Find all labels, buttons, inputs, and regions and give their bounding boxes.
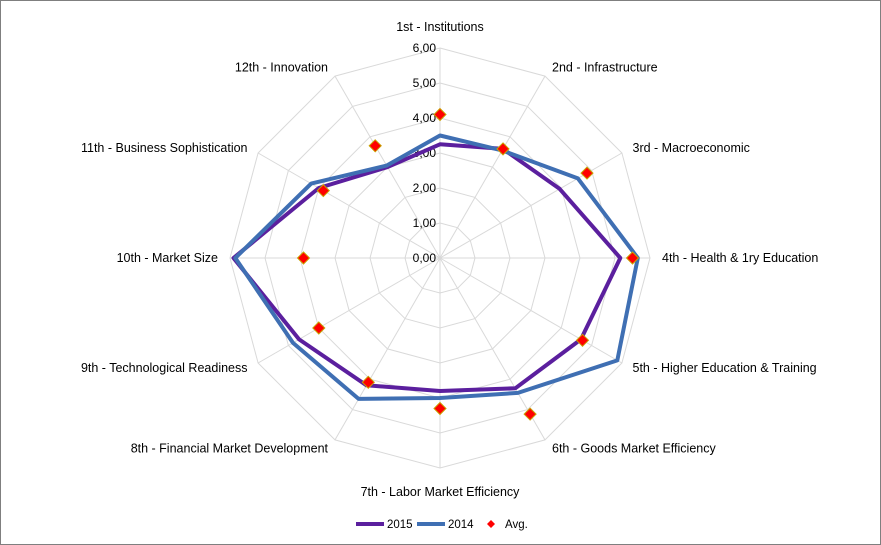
- series-avg-marker: [433, 107, 447, 122]
- series-avg-marker: [625, 251, 640, 265]
- axis-label: 12th - Innovation: [235, 61, 328, 75]
- tick-label: 5,00: [413, 76, 437, 90]
- legend: 2015 2014 Avg.: [356, 519, 528, 531]
- axis-label: 3rd - Macroeconomic: [633, 141, 750, 155]
- tick-label: 1,00: [413, 216, 437, 230]
- axis-label: 1st - Institutions: [396, 20, 484, 34]
- tick-label: 2,00: [413, 181, 437, 195]
- series-2014-line: [233, 133, 640, 401]
- axis-label: 8th - Financial Market Development: [131, 442, 329, 456]
- series-avg-marker: [316, 183, 331, 198]
- tick-label: 0,00: [413, 251, 437, 265]
- grid-spoke: [257, 257, 441, 364]
- series-avg-marker: [496, 142, 510, 156]
- series-avg-marker: [433, 401, 447, 416]
- series-avg-marker: [580, 166, 594, 180]
- series-avg-marker: [361, 375, 376, 390]
- legend-avg-label: Avg.: [505, 519, 528, 531]
- axis-label: 5th - Higher Education & Training: [633, 361, 817, 375]
- legend-avg-swatch: [487, 520, 495, 528]
- axis-label: 9th - Technological Readiness: [81, 361, 248, 375]
- axis-labels: 1st - Institutions 2nd - Infrastructure 3r…: [81, 20, 818, 499]
- series-2015-line: [231, 142, 623, 393]
- series-avg-marker: [368, 139, 382, 153]
- axis-label: 11th - Business Sophistication: [81, 141, 248, 155]
- series-avg-marker: [575, 333, 590, 348]
- series-group: [231, 107, 640, 421]
- tick-label: 4,00: [413, 111, 437, 125]
- axis-label: 10th - Market Size: [117, 251, 218, 265]
- series-avg-marker: [296, 251, 311, 265]
- series-avg-marker: [523, 407, 537, 421]
- grid-spoke: [257, 152, 441, 259]
- grid-spoke: [439, 257, 546, 441]
- grid-spoke: [439, 75, 546, 259]
- grid-spoke: [334, 257, 441, 441]
- axis-label: 4th - Health & 1ry Education: [662, 251, 818, 265]
- axis-label: 2nd - Infrastructure: [552, 61, 658, 75]
- grid-spoke: [439, 257, 623, 364]
- tick-label: 6,00: [413, 41, 437, 55]
- axis-label: 7th - Labor Market Efficiency: [361, 485, 521, 499]
- legend-2014-label: 2014: [448, 519, 474, 531]
- axis-label: 6th - Goods Market Efficiency: [552, 442, 716, 456]
- legend-2015-label: 2015: [387, 519, 413, 531]
- series-avg-marker: [312, 321, 326, 335]
- grid-spoke: [439, 152, 623, 259]
